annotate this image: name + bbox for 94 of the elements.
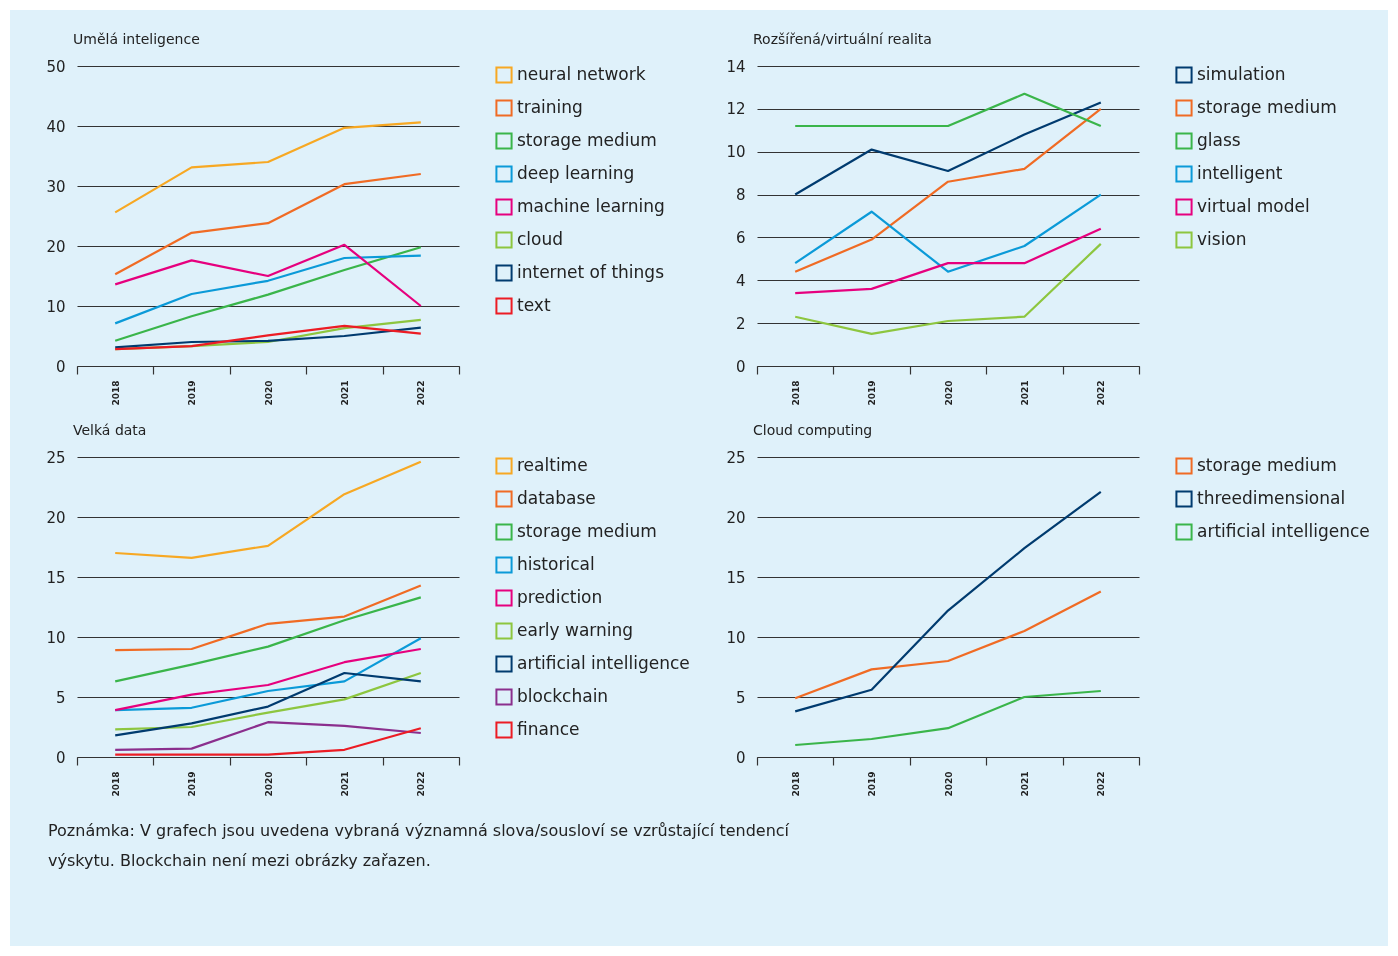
x-tick-label: 2020	[943, 380, 954, 406]
x-tick-label: 2019	[867, 380, 878, 406]
line-series	[114, 254, 422, 325]
y-tick-label: 14	[726, 57, 746, 76]
legend-label: deep learning	[517, 163, 635, 183]
legend-label: database	[517, 488, 596, 508]
x-tick-label: 2019	[187, 771, 198, 797]
legend-label: blockchain	[517, 686, 609, 706]
y-tick-label: 20	[46, 508, 66, 527]
legend-label: virtual model	[1197, 196, 1310, 216]
y-tick-label: 0	[735, 748, 746, 767]
y-tick-label: 0	[55, 357, 66, 376]
legend-label: storage medium	[1197, 97, 1337, 117]
x-tick-label: 2021	[339, 771, 350, 797]
y-tick-label: 10	[46, 628, 66, 647]
x-tick-label: 2022	[1096, 771, 1107, 797]
line-series	[794, 227, 1102, 295]
legend-label: vision	[1197, 229, 1247, 249]
legend-label: artificial intelligence	[1197, 521, 1370, 541]
line-series	[114, 243, 422, 308]
y-tick-label: 15	[726, 568, 746, 587]
line-series	[114, 121, 422, 214]
legend-label: glass	[1197, 130, 1241, 150]
y-tick-label: 10	[726, 143, 746, 162]
line-series	[114, 596, 422, 683]
y-tick-label: 15	[46, 568, 66, 587]
legend-label: prediction	[517, 587, 603, 607]
y-tick-label: 10	[726, 628, 746, 647]
x-tick-label: 2022	[416, 380, 427, 406]
y-tick-label: 25	[726, 448, 746, 467]
legend-label: historical	[517, 554, 595, 574]
x-tick-label: 2021	[339, 380, 350, 406]
x-tick-label: 2019	[867, 771, 878, 797]
y-tick-label: 10	[46, 297, 66, 316]
line-series	[794, 242, 1102, 335]
x-tick-label: 2019	[187, 380, 198, 406]
line-series	[114, 246, 422, 342]
legend-label: early warning	[517, 620, 634, 640]
x-tick-label: 2022	[416, 771, 427, 797]
line-series	[794, 101, 1102, 196]
legend-label: realtime	[517, 455, 588, 475]
x-tick-label: 2018	[110, 771, 121, 797]
y-tick-label: 20	[726, 508, 746, 527]
line-series	[794, 590, 1102, 700]
legend-label: simulation	[1197, 64, 1286, 84]
x-tick-label: 2018	[110, 380, 121, 406]
x-tick-label: 2021	[1019, 380, 1030, 406]
x-tick-label: 2022	[1096, 380, 1107, 406]
legend-label: storage medium	[517, 130, 657, 150]
line-series	[114, 460, 422, 559]
legend-label: storage medium	[517, 521, 657, 541]
x-tick-label: 2020	[943, 771, 954, 797]
line-series	[794, 193, 1102, 273]
legend-label: training	[517, 97, 583, 117]
legend-label: cloud	[517, 229, 564, 249]
line-series	[794, 107, 1102, 273]
line-series	[114, 721, 422, 751]
y-tick-label: 50	[46, 57, 66, 76]
line-series	[794, 490, 1102, 713]
chart-title: Umělá inteligence	[73, 31, 200, 47]
legend-label: storage medium	[1197, 455, 1337, 475]
legend-label: finance	[517, 719, 580, 739]
y-tick-label: 0	[735, 357, 746, 376]
chart-title: Velká data	[73, 422, 147, 438]
y-tick-label: 25	[46, 448, 66, 467]
y-tick-label: 2	[735, 314, 746, 333]
legend-label: internet of things	[517, 262, 665, 282]
x-tick-label: 2018	[790, 380, 801, 406]
line-series	[114, 584, 422, 652]
legend-label: artificial intelligence	[517, 653, 690, 673]
y-tick-label: 12	[726, 100, 746, 119]
y-tick-label: 40	[46, 117, 66, 136]
chart-title: Rozšířená/virtuální realita	[753, 31, 932, 47]
chart-title: Cloud computing	[753, 422, 873, 438]
line-series	[794, 689, 1102, 747]
y-tick-label: 8	[735, 186, 746, 205]
y-tick-label: 6	[735, 228, 746, 247]
y-tick-label: 20	[46, 237, 66, 256]
text: Poznámka: V grafech jsou uvedena vybraná významná slova/sousloví se vzrůstající tendencí výskytu. Blockchain není mezi obrázky zařazen.	[48, 820, 790, 872]
legend-label: intelligent	[1197, 163, 1283, 183]
legend-label: machine learning	[517, 196, 665, 216]
x-tick-label: 2021	[1019, 771, 1030, 797]
legend-label: text	[517, 295, 551, 315]
y-tick-label: 5	[735, 688, 746, 707]
x-tick-label: 2020	[263, 771, 274, 797]
line-series	[114, 172, 422, 276]
x-tick-label: 2018	[790, 771, 801, 797]
legend-label: threedimensional	[1197, 488, 1346, 508]
y-tick-label: 5	[55, 688, 66, 707]
y-tick-label: 30	[46, 177, 66, 196]
y-tick-label: 4	[735, 271, 746, 290]
x-tick-label: 2020	[263, 380, 274, 406]
y-tick-label: 0	[55, 748, 66, 767]
legend-label: neural network	[517, 64, 646, 84]
